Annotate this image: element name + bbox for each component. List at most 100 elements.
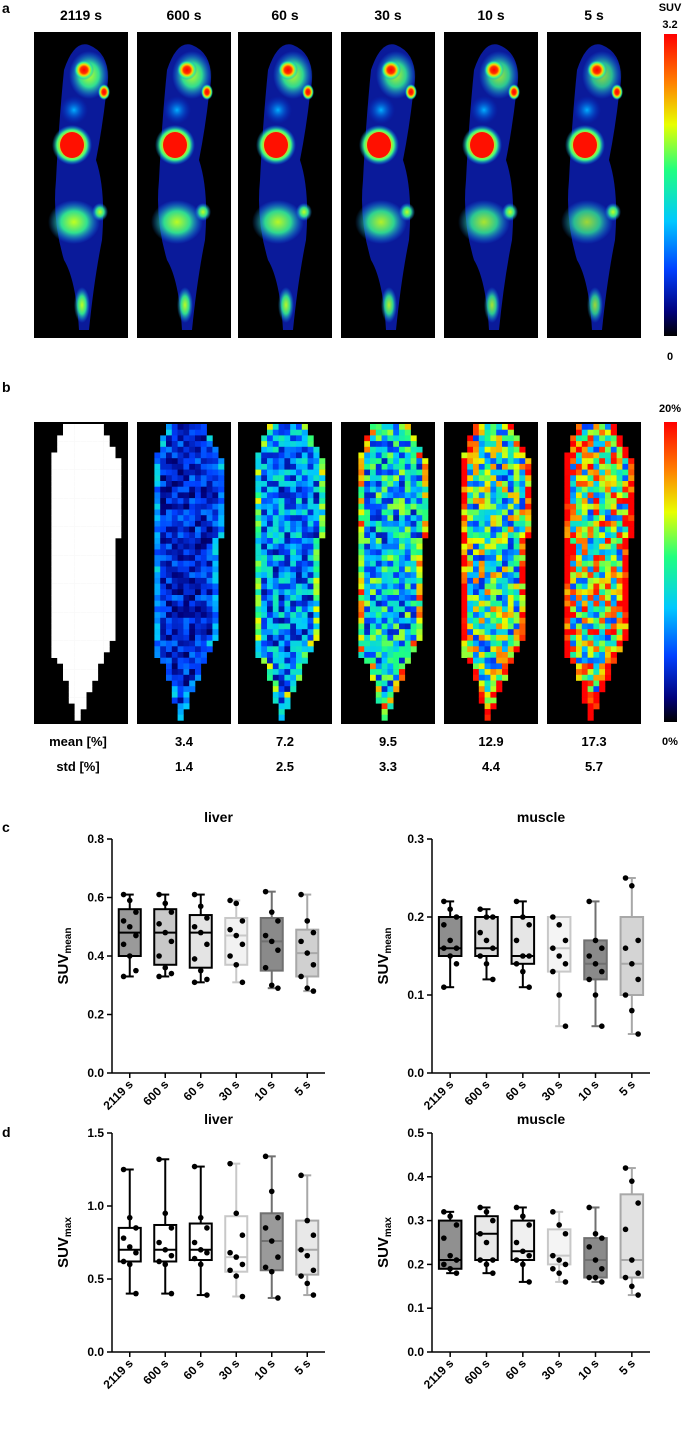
std-value: 3.3 [379, 759, 397, 774]
data-point [483, 937, 490, 944]
y-axis-label: SUVmean [375, 928, 394, 985]
time-label: 2119 s [60, 7, 102, 23]
data-point [239, 1232, 246, 1238]
box [259, 1153, 284, 1301]
data-point [168, 970, 175, 977]
data-point [310, 1232, 317, 1238]
data-point [453, 961, 460, 967]
y-tick-label: 0.0 [407, 1066, 424, 1080]
data-point [635, 1292, 641, 1298]
data-point [227, 953, 233, 959]
data-point [562, 961, 569, 967]
x-tick-label: 30 s [216, 1356, 243, 1383]
x-tick-label: 30 s [539, 1356, 566, 1383]
data-point [133, 1249, 139, 1256]
x-tick-label: 600 s [461, 1077, 492, 1108]
data-point [635, 1270, 641, 1276]
data-point [162, 900, 169, 907]
data-point [298, 973, 304, 980]
std-value: 5.7 [585, 759, 603, 774]
data-point [526, 984, 532, 990]
data-point [599, 1265, 605, 1272]
data-point [622, 1274, 629, 1281]
data-point [477, 953, 483, 959]
data-point [239, 918, 246, 924]
data-point [120, 1235, 127, 1241]
x-tick-label: 2119 s [100, 1356, 136, 1392]
data-point [477, 1204, 483, 1211]
data-point [298, 1247, 304, 1253]
data-point [592, 937, 599, 944]
data-point [310, 929, 317, 936]
panel-label-a: a [2, 0, 10, 16]
box [153, 891, 178, 980]
data-point [197, 1214, 204, 1221]
data-point [556, 1222, 562, 1228]
data-point [162, 1210, 169, 1217]
data-point [168, 1290, 175, 1297]
data-point [233, 1273, 240, 1279]
data-point [120, 918, 127, 924]
data-point [133, 909, 139, 915]
box [546, 914, 572, 1029]
y-tick-label: 1.5 [87, 1126, 104, 1140]
std-label: std [%] [56, 759, 99, 774]
data-point [550, 1265, 556, 1272]
data-point [298, 1273, 304, 1279]
colorbar-min: 0 [667, 351, 673, 363]
box [583, 898, 608, 1029]
data-point [483, 1261, 490, 1268]
data-point [168, 938, 175, 945]
box [510, 1204, 536, 1285]
data-point [262, 1225, 269, 1231]
data-point [133, 932, 139, 939]
data-point [586, 1244, 592, 1250]
data-point [526, 1222, 532, 1228]
data-point [513, 961, 520, 967]
mean-value: 12.9 [478, 734, 503, 749]
data-point [622, 1165, 629, 1171]
colorbar-title: SUV [659, 2, 682, 14]
data-point [126, 1214, 133, 1221]
data-point [441, 1209, 447, 1215]
colorbar-max: 3.2 [662, 19, 677, 31]
panel-label-d: d [2, 1124, 11, 1140]
data-point [204, 941, 210, 948]
data-point [447, 906, 453, 912]
y-tick-label: 0.4 [407, 1170, 424, 1184]
data-point [586, 898, 592, 905]
data-point [120, 1166, 127, 1173]
box [474, 1204, 499, 1276]
data-point [191, 956, 198, 962]
data-point [298, 938, 304, 945]
data-point [227, 1267, 233, 1274]
time-label: 30 s [374, 7, 401, 23]
std-value: 1.4 [175, 759, 194, 774]
data-point [227, 897, 233, 904]
data-point [453, 914, 460, 920]
box-iqr [619, 1193, 645, 1279]
data-point [562, 1261, 569, 1268]
box [188, 1163, 213, 1298]
data-point [304, 1252, 311, 1259]
box-iqr [153, 1223, 178, 1263]
y-axis-label: SUVmax [375, 1217, 394, 1268]
box-iqr [259, 916, 284, 972]
x-tick-label: 600 s [140, 1077, 171, 1108]
data-point [298, 891, 304, 898]
x-tick-label: 10 s [251, 1356, 278, 1383]
data-point [120, 941, 127, 948]
data-point [550, 914, 556, 920]
x-tick-label: 10 s [575, 1356, 602, 1383]
box [117, 891, 142, 980]
data-point [268, 1268, 275, 1275]
data-point [310, 961, 317, 968]
data-point [490, 1217, 496, 1224]
data-point [126, 1244, 133, 1250]
data-point [586, 953, 592, 959]
data-point [133, 1290, 139, 1297]
x-tick-label: 2119 s [100, 1077, 136, 1113]
x-tick-label: 60 s [180, 1077, 207, 1104]
data-point [168, 1252, 175, 1259]
